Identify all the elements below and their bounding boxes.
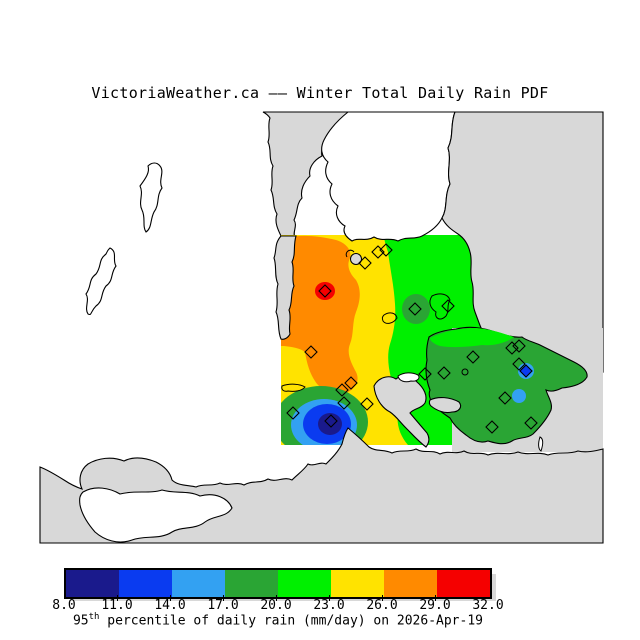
- caption-number: 95: [72, 613, 89, 629]
- station-spot: [512, 389, 526, 403]
- lake-outline-1: [139, 162, 163, 233]
- colorbar-tick-label: 20.0: [260, 598, 292, 613]
- colorbar-segment-0: [66, 570, 119, 597]
- station-marker: [466, 350, 480, 364]
- station-marker: [286, 406, 300, 420]
- colorbar-tick-mark: [435, 595, 436, 601]
- station-marker: [498, 391, 512, 405]
- colorbar-tick-mark: [223, 595, 224, 601]
- colorbar-segment-1: [119, 570, 172, 597]
- lake-outline-2: [85, 247, 117, 316]
- colorbar-tick-mark: [170, 595, 171, 601]
- station-marker: [337, 396, 351, 410]
- station-marker: [379, 243, 393, 257]
- colorbar-tick-label: 11.0: [101, 598, 133, 613]
- station-spot: [461, 368, 469, 376]
- colorbar-segment-2: [172, 570, 225, 597]
- station-markers-layer: [286, 243, 538, 434]
- colorbar-tick-label: 32.0: [472, 598, 504, 613]
- station-marker: [324, 414, 338, 428]
- contour-seagreen-cell: [402, 294, 430, 324]
- colorbar-tick-label: 23.0: [313, 598, 345, 613]
- station-marker: [304, 345, 318, 359]
- station-marker: [360, 397, 374, 411]
- page-title: VictoriaWeather.ca —— Winter Total Daily…: [91, 84, 549, 102]
- colorbar-caption: 95th percentile of daily rain (mm/day) o…: [64, 612, 492, 628]
- colorbar-segment-7: [437, 570, 490, 597]
- station-marker: [441, 299, 455, 313]
- contour-min-core-navy: [318, 413, 342, 435]
- small-islet-land: [538, 436, 544, 452]
- colorbar-tick-label: 26.0: [366, 598, 398, 613]
- station-marker: [318, 284, 332, 298]
- thetis-lake-outline: [381, 312, 398, 324]
- colorbar-tick-mark: [382, 595, 383, 601]
- langford-lake-outline: [281, 383, 306, 392]
- saltspring-island-land: [321, 111, 456, 242]
- caption-text: percentile of daily rain (mm/day) on 202…: [99, 613, 483, 629]
- east-sooke-land: [79, 487, 233, 543]
- colorbar-segment-6: [384, 570, 437, 597]
- station-marker: [485, 420, 499, 434]
- colorbar-segment-5: [331, 570, 384, 597]
- island-green-band: [430, 328, 514, 348]
- station-marker: [512, 357, 526, 371]
- colorbar-tick-mark: [117, 595, 118, 601]
- station-marker: [524, 416, 538, 430]
- brentwood-bay-outline: [345, 249, 355, 258]
- colorbar-segment-3: [225, 570, 278, 597]
- station-marker: [418, 367, 432, 381]
- station-marker: [408, 302, 422, 316]
- station-marker: [505, 341, 519, 355]
- island-west-bay-water: [428, 397, 462, 414]
- colorbar-tick-mark: [329, 595, 330, 601]
- station-marker: [437, 366, 451, 380]
- colorbar-segment-4: [278, 570, 331, 597]
- elk-lake-outline: [429, 293, 451, 320]
- caption-ordinal: th: [88, 612, 100, 622]
- finlayson-arm-water: [273, 235, 297, 340]
- station-marker: [519, 364, 533, 378]
- colorbar-tick-label: 8.0: [52, 598, 76, 613]
- station-marker: [344, 376, 358, 390]
- colorbar-tick-label: 14.0: [154, 598, 186, 613]
- station-marker: [335, 383, 349, 397]
- colorbar-tick-mark: [276, 595, 277, 601]
- harbour-spit-land: [397, 372, 420, 383]
- station-marker: [512, 339, 526, 353]
- colorbar-tick-label: 17.0: [207, 598, 239, 613]
- station-marker: [371, 245, 385, 259]
- contour-red-max: [315, 282, 335, 300]
- colorbar-tick-label: 29.0: [419, 598, 451, 613]
- tod-inlet-water: [350, 253, 362, 265]
- colorbar: [64, 568, 492, 599]
- station-marker: [358, 256, 372, 270]
- contour-orange-cell: [281, 235, 360, 395]
